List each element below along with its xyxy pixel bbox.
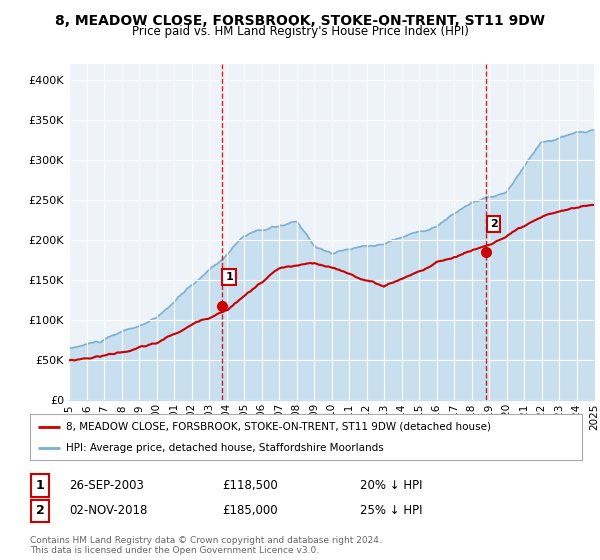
Text: 1: 1	[36, 479, 44, 492]
Text: 8, MEADOW CLOSE, FORSBROOK, STOKE-ON-TRENT, ST11 9DW (detached house): 8, MEADOW CLOSE, FORSBROOK, STOKE-ON-TRE…	[66, 422, 491, 432]
Text: £185,000: £185,000	[222, 504, 278, 517]
Text: 8, MEADOW CLOSE, FORSBROOK, STOKE-ON-TRENT, ST11 9DW: 8, MEADOW CLOSE, FORSBROOK, STOKE-ON-TRE…	[55, 14, 545, 28]
Text: 26-SEP-2003: 26-SEP-2003	[69, 479, 144, 492]
Text: 20% ↓ HPI: 20% ↓ HPI	[360, 479, 422, 492]
Text: £118,500: £118,500	[222, 479, 278, 492]
Text: 2: 2	[36, 504, 44, 517]
Text: 1: 1	[225, 272, 233, 282]
Text: 2: 2	[490, 219, 497, 229]
Text: This data is licensed under the Open Government Licence v3.0.: This data is licensed under the Open Gov…	[30, 546, 319, 555]
Text: 02-NOV-2018: 02-NOV-2018	[69, 504, 148, 517]
Text: Contains HM Land Registry data © Crown copyright and database right 2024.: Contains HM Land Registry data © Crown c…	[30, 536, 382, 545]
Text: HPI: Average price, detached house, Staffordshire Moorlands: HPI: Average price, detached house, Staf…	[66, 443, 383, 453]
Text: Price paid vs. HM Land Registry's House Price Index (HPI): Price paid vs. HM Land Registry's House …	[131, 25, 469, 38]
Text: 25% ↓ HPI: 25% ↓ HPI	[360, 504, 422, 517]
